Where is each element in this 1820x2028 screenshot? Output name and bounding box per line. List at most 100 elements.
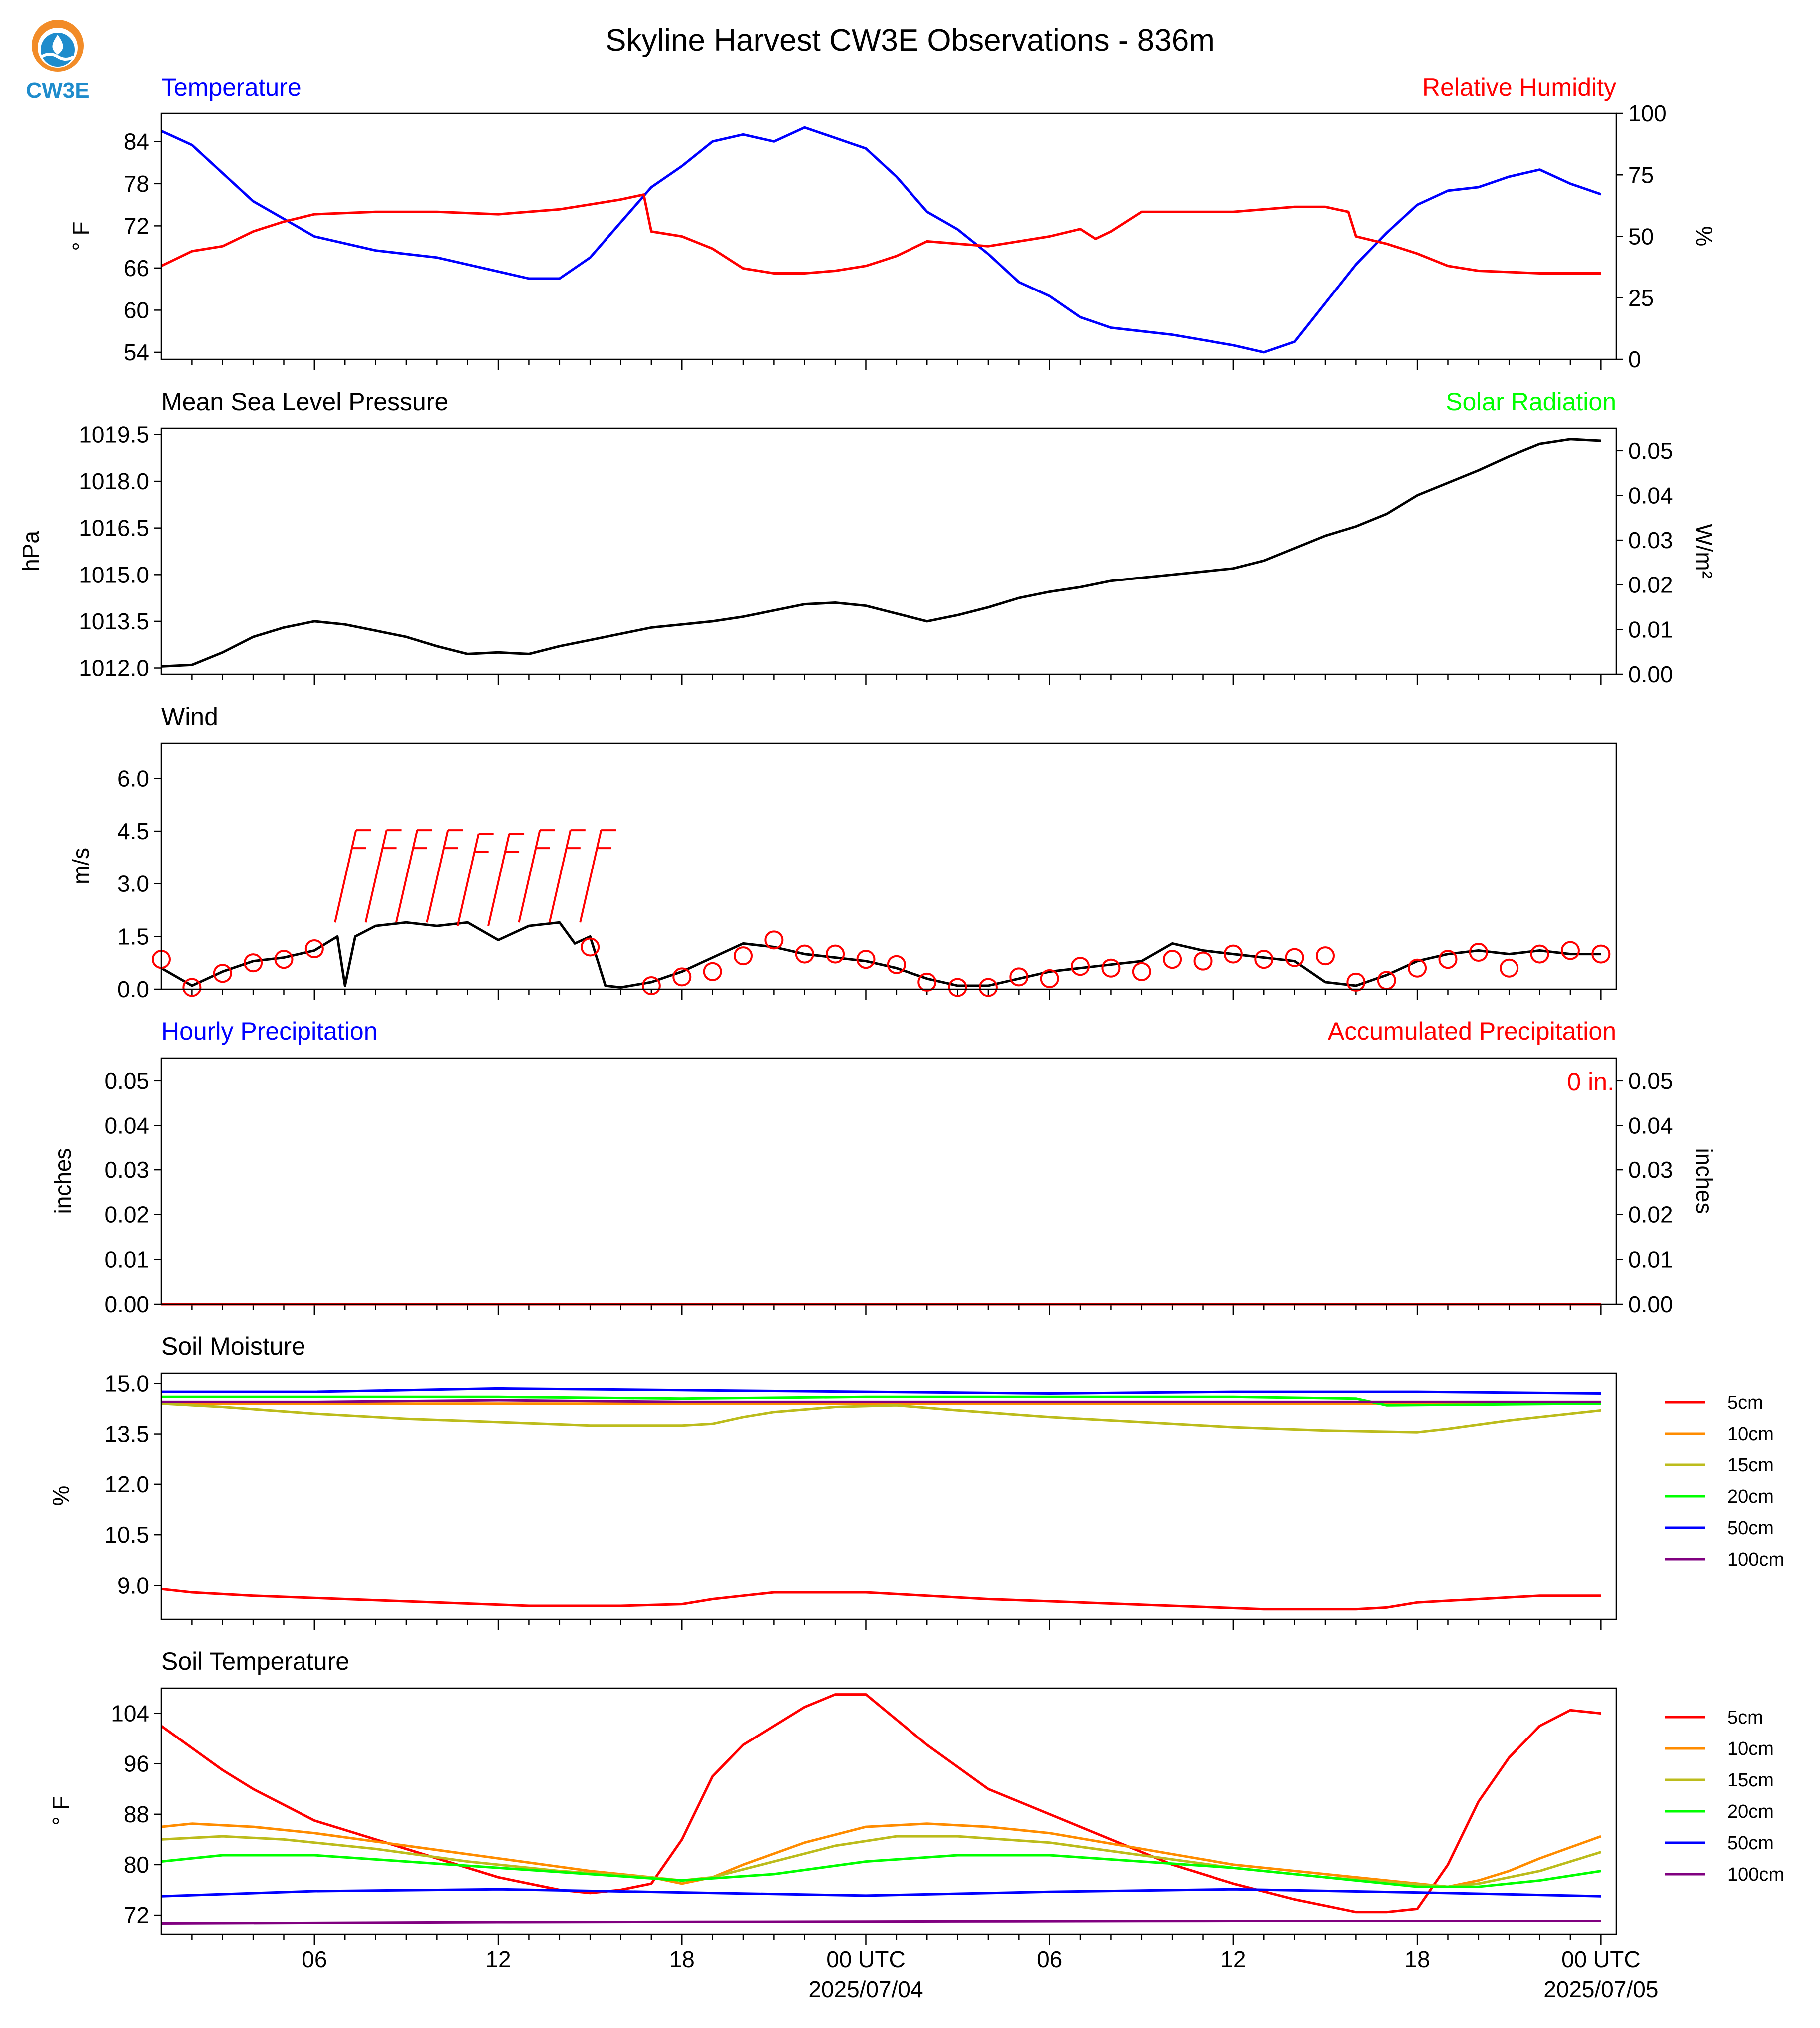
wind-marker bbox=[672, 967, 692, 987]
y-tick-label: 9.0 bbox=[117, 1572, 149, 1598]
x-date-label: 2025/07/04 bbox=[808, 1976, 923, 2002]
y-tick-label: 6.0 bbox=[117, 765, 149, 791]
wind-marker bbox=[1285, 948, 1304, 967]
y-tick-label: 66 bbox=[124, 255, 149, 281]
y-tick-label: 0.05 bbox=[104, 1068, 149, 1094]
wind-title: Wind bbox=[161, 703, 218, 731]
y-tick-label: 1012.0 bbox=[79, 655, 149, 681]
x-tick-label: 18 bbox=[1405, 1946, 1430, 1972]
legend-label: 5cm bbox=[1727, 1707, 1763, 1728]
precip-y-label-right: inches bbox=[1691, 1148, 1717, 1214]
logo-wave-icon bbox=[41, 53, 75, 61]
y-tick-label: 96 bbox=[124, 1751, 149, 1777]
pressure-y-label: hPa bbox=[18, 531, 44, 572]
wind-marker bbox=[1132, 962, 1151, 981]
wind-marker bbox=[1346, 972, 1366, 992]
y-tick-label: 80 bbox=[124, 1852, 149, 1878]
panel-temperature: Temperature Relative Humidity 54 60 66 72 78… bbox=[68, 73, 1717, 372]
y-tick-label: 1.5 bbox=[117, 923, 149, 949]
legend-item: 100cm bbox=[1665, 1549, 1784, 1570]
y-tick-label-right: 0.02 bbox=[1628, 572, 1673, 598]
wind-marker bbox=[734, 946, 753, 966]
y-tick-label: 13.5 bbox=[104, 1421, 149, 1447]
temperature-y-label: ° F bbox=[68, 221, 94, 251]
wind-marker bbox=[917, 972, 937, 992]
soil-temperature-plot: 72 80 88 96 104 bbox=[111, 1693, 1602, 1945]
accum-precip-title: Accumulated Precipitation bbox=[1328, 1017, 1616, 1045]
precipitation-frame bbox=[160, 1057, 1617, 1305]
legend-label: 15cm bbox=[1727, 1455, 1774, 1476]
panel-soil-temperature: Soil Temperature 72 80 88 96 104 ° F 5cm 10cm… bbox=[48, 1647, 1784, 1945]
wind-marker bbox=[795, 944, 814, 964]
wind-barb bbox=[579, 829, 616, 923]
y-tick-label-right: 100 bbox=[1628, 100, 1667, 126]
wind-marker bbox=[703, 962, 722, 981]
wind-marker bbox=[1101, 958, 1121, 978]
wind-marker bbox=[274, 950, 294, 969]
y-tick-label-right: 25 bbox=[1628, 285, 1654, 311]
wind-marker bbox=[244, 953, 263, 973]
precipitation-plot: 0.00 0.01 0.02 0.03 0.04 0.05 0.00 0.01 0.02 0.03… bbox=[104, 1068, 1673, 1317]
wind-barb bbox=[487, 833, 525, 926]
y-tick-label: 1019.5 bbox=[79, 421, 149, 447]
legend-label: 100cm bbox=[1727, 1864, 1784, 1885]
solar-title: Solar Radiation bbox=[1446, 388, 1616, 416]
y-tick-label: 104 bbox=[111, 1701, 149, 1727]
series-15cm bbox=[161, 1402, 1601, 1434]
series-5cm bbox=[161, 1587, 1601, 1611]
y-tick-label: 60 bbox=[124, 297, 149, 323]
wind-marker bbox=[1163, 950, 1182, 969]
y-tick-label: 0.02 bbox=[104, 1202, 149, 1228]
y-tick-label: 12.0 bbox=[104, 1471, 149, 1497]
y-tick-label: 72 bbox=[124, 213, 149, 239]
humidity-y-label: % bbox=[1691, 226, 1717, 247]
soil-moisture-y-label: % bbox=[48, 1486, 74, 1506]
x-tick-label: 00 UTC bbox=[1561, 1946, 1640, 1972]
wind-marker bbox=[948, 978, 967, 997]
pressure-plot: 1012.0 1013.5 1015.0 1016.5 1018.0 1019.5 0.00… bbox=[79, 421, 1673, 687]
wind-frame bbox=[160, 742, 1617, 990]
legend-item: 100cm bbox=[1665, 1864, 1784, 1885]
wind-barb bbox=[548, 829, 586, 923]
solar-y-label: W/m² bbox=[1691, 524, 1717, 579]
wind-marker bbox=[304, 939, 324, 959]
wind-marker bbox=[1500, 958, 1519, 978]
pressure-frame bbox=[160, 427, 1617, 675]
wind-marker bbox=[1591, 944, 1611, 964]
x-tick-label: 06 bbox=[1037, 1946, 1062, 1972]
soil-temperature-frame bbox=[160, 1687, 1617, 1935]
wind-marker bbox=[182, 978, 202, 997]
x-tick-label: 00 UTC bbox=[826, 1946, 905, 1972]
y-tick-label: 4.5 bbox=[117, 818, 149, 844]
y-tick-label-right: 0.00 bbox=[1628, 1291, 1673, 1317]
legend-item: 10cm bbox=[1665, 1738, 1774, 1759]
y-tick-label: 84 bbox=[124, 128, 149, 154]
soil-moisture-frame bbox=[160, 1372, 1617, 1620]
pressure-title: Mean Sea Level Pressure bbox=[161, 388, 448, 416]
humidity-title: Relative Humidity bbox=[1422, 73, 1616, 101]
y-tick-label: 0.03 bbox=[104, 1157, 149, 1183]
soil-moisture-title: Soil Moisture bbox=[161, 1332, 305, 1360]
accum-precip-annotation: 0 in. bbox=[1567, 1068, 1614, 1096]
y-tick-label: 54 bbox=[124, 339, 149, 365]
wind-barb bbox=[456, 833, 494, 926]
legend-item: 50cm bbox=[1665, 1833, 1774, 1854]
wind-y-label: m/s bbox=[68, 848, 94, 884]
wind-marker bbox=[1254, 950, 1274, 969]
series-line bbox=[160, 193, 1601, 275]
wind-marker bbox=[1560, 941, 1580, 960]
legend-label: 50cm bbox=[1727, 1833, 1774, 1854]
temperature-frame bbox=[160, 112, 1617, 360]
y-tick-label-right: 0.04 bbox=[1628, 482, 1673, 508]
series-50cm bbox=[161, 1387, 1601, 1395]
y-tick-label: 72 bbox=[124, 1902, 149, 1928]
y-tick-label-right: 0.02 bbox=[1628, 1202, 1673, 1228]
logo-text: CW3E bbox=[26, 78, 89, 103]
wind-marker bbox=[1408, 958, 1427, 978]
wind-marker bbox=[581, 937, 600, 957]
y-tick-label: 3.0 bbox=[117, 871, 149, 897]
y-tick-label-right: 0 bbox=[1628, 346, 1641, 372]
series-line bbox=[161, 438, 1601, 668]
temperature-plot: 54 60 66 72 78 84 0 25 50 75 100 bbox=[124, 100, 1667, 372]
soil-temperature-title: Soil Temperature bbox=[161, 1647, 349, 1675]
